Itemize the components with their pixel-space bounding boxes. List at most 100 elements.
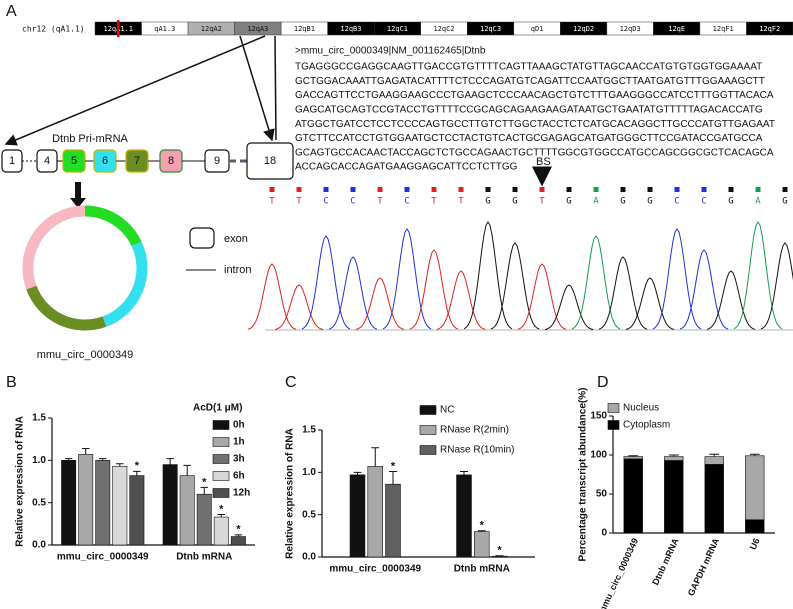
sequence-line: ATGGCTGATCCTCCTCCCCAGTGCCTTGTCTTGGCTACCT… — [295, 119, 775, 130]
base-square — [485, 187, 491, 192]
band-label: 12qC1 — [387, 25, 408, 33]
x-tick-label: Dtnb mRNA — [454, 564, 510, 575]
base-square — [539, 187, 545, 192]
band-label: 12qD2 — [573, 25, 594, 33]
chromatogram-peak — [274, 284, 324, 330]
chromatogram-peak — [409, 249, 459, 330]
base-letter: G — [782, 197, 787, 207]
significance-star: * — [391, 460, 396, 472]
base-letter: C — [674, 197, 679, 207]
band-label: 12qE — [668, 25, 685, 33]
significance-star: * — [236, 524, 241, 536]
base-square — [701, 187, 707, 192]
ring-segment — [26, 285, 107, 331]
bar — [367, 466, 384, 558]
sequence-line: TGAGGGCCGAGGCAAGTTGACCGTGTTTTCAGTTAAAGCT… — [295, 62, 762, 73]
error-bar — [200, 486, 209, 495]
band-label: qA1.3 — [154, 25, 175, 33]
error-bar — [749, 453, 760, 456]
significance-star: * — [135, 460, 140, 472]
exon-label: 9 — [214, 155, 220, 167]
significance-star: * — [202, 476, 207, 488]
exon-label: 5 — [71, 155, 77, 167]
legend-swatch — [419, 445, 437, 455]
y-tick-label: 0.0 — [302, 552, 316, 563]
legend-label: Cytoplasm — [623, 420, 670, 431]
chromosome-band — [746, 21, 793, 36]
legend-label: 12h — [233, 488, 250, 499]
base-square — [782, 187, 788, 192]
y-tick-label: 0.0 — [32, 540, 46, 551]
legend-label: 3h — [233, 454, 245, 465]
band-label: 12qF2 — [759, 25, 780, 33]
error-bar — [389, 470, 397, 485]
base-square — [566, 187, 572, 192]
band-label: qD1 — [531, 25, 544, 33]
base-letter: G — [647, 197, 652, 207]
y-tick-label: 1.0 — [32, 455, 46, 466]
legend-label: RNase R(2min) — [440, 425, 509, 436]
y-tick-label: 1.5 — [302, 425, 316, 436]
bar — [196, 493, 212, 546]
chromatogram-peak — [706, 270, 756, 330]
exon-label: 6 — [102, 155, 108, 167]
base-square — [296, 187, 302, 192]
chromatogram-peak — [733, 221, 783, 330]
sequence-line: GAGCATGCAGTCCGTACCTGTTTTCCGCAGCAGAAGAAGA… — [295, 105, 763, 116]
y-tick-label: 150 — [590, 411, 607, 422]
sequence-line: GCAGTGCCACAACTACCAGCTCTGCCAGAACTGCTTTTGG… — [295, 147, 774, 158]
marker-label: BS — [536, 156, 551, 168]
base-square — [512, 187, 518, 192]
exon-label: 7 — [134, 155, 140, 167]
bar — [623, 456, 643, 460]
exon-label: 8 — [168, 155, 174, 167]
base-square — [755, 187, 761, 192]
intron-legend-text: intron — [224, 264, 252, 276]
error-bar — [133, 470, 141, 476]
base-letter: C — [350, 197, 355, 207]
locus-marker — [117, 20, 120, 37]
x-tick-label: U6 — [748, 537, 762, 552]
bar — [112, 465, 128, 546]
exon — [246, 142, 294, 180]
y-axis-label: Percentage transcript abundance(%) — [578, 388, 589, 562]
x-tick-label: mmu_circ_0000349 — [329, 564, 421, 575]
y-axis-label: Relative expression of RNA — [285, 428, 296, 559]
exon-label: 1 — [9, 155, 15, 167]
base-letter: T — [431, 197, 437, 207]
base-letter: C — [323, 197, 328, 207]
chromatogram-peak — [355, 277, 405, 330]
band-label: 12qA3 — [247, 25, 268, 33]
legend-swatch — [607, 403, 620, 413]
significance-star: * — [497, 545, 502, 557]
chromatogram-peak — [463, 221, 513, 330]
y-tick-label: 50 — [596, 489, 608, 500]
legend-title: AcD(1 μM) — [193, 403, 242, 414]
panel-label: A — [6, 3, 17, 20]
bar — [704, 456, 724, 465]
error-bar — [628, 455, 639, 457]
error-bar — [353, 471, 362, 475]
base-square — [323, 187, 329, 192]
legend-label: NC — [440, 405, 454, 416]
bar — [664, 456, 684, 461]
error-bar — [81, 447, 90, 455]
bar — [349, 474, 366, 558]
base-square — [620, 187, 626, 192]
bar — [745, 455, 765, 521]
panel-label: B — [6, 374, 17, 391]
y-tick-label: 1.5 — [32, 413, 46, 424]
bar — [230, 536, 246, 546]
sequence-line: ACCAGCACCAGATGAAGGAGCATTCCTCTTGG — [295, 162, 518, 173]
transcript-title: Dtnb Pri-mRNA — [52, 133, 128, 145]
panel-label: D — [597, 374, 609, 391]
bar — [623, 458, 643, 534]
zoom-arrow — [239, 35, 275, 142]
error-bar — [166, 458, 174, 465]
panel-label: C — [285, 374, 297, 391]
legend-label: RNase R(10min) — [440, 445, 514, 456]
band-label: 12qC2 — [433, 25, 454, 33]
bar — [664, 460, 684, 534]
base-letter: C — [404, 197, 409, 207]
legend-swatch — [212, 488, 230, 498]
